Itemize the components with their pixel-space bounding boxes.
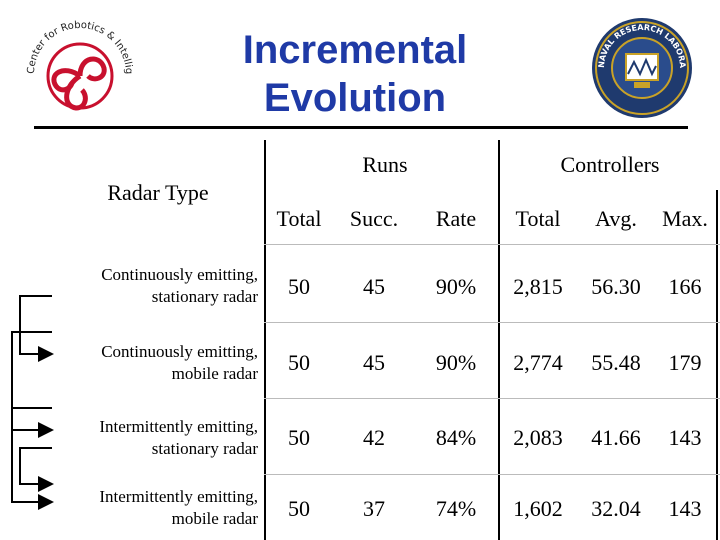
- runs-rate-header: Rate: [435, 206, 477, 231]
- grid-line-runs-controllers: [498, 140, 500, 540]
- controllers-max-header: Max.: [662, 206, 708, 231]
- row-1-runs-total: 50: [288, 274, 310, 299]
- incremental-arrows: [11, 295, 54, 510]
- grid-line-right: [716, 190, 718, 540]
- row-4-runs-rate: 74%: [435, 496, 477, 521]
- row-2-runs-succ: 45: [363, 350, 385, 375]
- arrow-row-2-to-4: [11, 407, 54, 510]
- row-2-controllers-max: 179: [668, 350, 702, 375]
- grid-line-row-2: [264, 398, 720, 399]
- row-2-runs-rate: 90%: [435, 350, 477, 375]
- grid-line-header-bottom: [264, 244, 720, 245]
- arrow-row-1-to-3: [11, 331, 54, 438]
- row-2-label-line-1: Continuously emitting,: [101, 342, 258, 361]
- row-2-runs-total: 50: [288, 350, 310, 375]
- row-3-runs-succ: 42: [363, 425, 385, 450]
- row-1-label: Continuously emitting, stationary radar: [60, 264, 258, 308]
- radar-type-header: Radar Type: [107, 180, 209, 205]
- slide-title: Incremental Evolution: [190, 26, 520, 122]
- row-1-runs-succ: 45: [363, 274, 385, 299]
- row-4-controllers-avg: 32.04: [591, 496, 641, 521]
- row-4-controllers-max: 143: [668, 496, 702, 521]
- row-4-runs-succ: 37: [363, 496, 385, 521]
- row-3-runs-total: 50: [288, 425, 310, 450]
- runs-total-header: Total: [276, 206, 322, 231]
- row-2-controllers-total: 2,774: [513, 350, 563, 375]
- row-4-controllers-total: 1,602: [513, 496, 563, 521]
- arrow-row-1-to-2: [19, 295, 54, 362]
- grid-line-label-column: [264, 140, 266, 540]
- row-1-runs-rate: 90%: [435, 274, 477, 299]
- runs-succ-header: Succ.: [349, 206, 399, 231]
- controllers-group-header: Controllers: [560, 152, 660, 177]
- ncsu-center-robotics-logo-icon: Center for Robotics & Intelligent Machin…: [16, 8, 134, 111]
- row-3-controllers-total: 2,083: [513, 425, 563, 450]
- row-3-controllers-avg: 41.66: [591, 425, 641, 450]
- row-2-label-line-2: mobile radar: [171, 364, 258, 383]
- row-1-label-line-1: Continuously emitting,: [101, 265, 258, 284]
- title-line-2: Evolution: [263, 76, 447, 120]
- grid-line-row-3: [264, 474, 720, 475]
- controllers-total-header: Total: [515, 206, 561, 231]
- row-4-label-line-2: mobile radar: [171, 509, 258, 528]
- arrow-row-3-to-4: [19, 447, 54, 492]
- row-3-label-line-1: Intermittently emitting,: [99, 417, 258, 436]
- row-1-controllers-total: 2,815: [513, 274, 563, 299]
- row-3-controllers-max: 143: [668, 425, 702, 450]
- naval-research-laboratory-seal-icon: NAVAL RESEARCH LABORATORY · WASHINGTON D…: [586, 9, 692, 118]
- ncsu-robotics-logo: Center for Robotics & Intelligent Machin…: [16, 8, 140, 131]
- row-1-controllers-max: 166: [668, 274, 702, 299]
- controllers-avg-header: Avg.: [595, 206, 637, 231]
- row-3-label: Intermittently emitting, stationary rada…: [60, 416, 258, 460]
- row-1-label-line-2: stationary radar: [151, 287, 258, 306]
- row-2-controllers-avg: 55.48: [591, 350, 641, 375]
- row-3-label-line-2: stationary radar: [151, 439, 258, 458]
- row-2-label: Continuously emitting, mobile radar: [60, 341, 258, 385]
- row-1-controllers-avg: 56.30: [591, 274, 641, 299]
- title-line-1: Incremental: [242, 28, 468, 72]
- row-4-label: Intermittently emitting, mobile radar: [60, 486, 258, 530]
- nrl-logo: NAVAL RESEARCH LABORATORY · WASHINGTON D…: [586, 9, 694, 120]
- row-4-label-line-1: Intermittently emitting,: [99, 487, 258, 506]
- row-4-runs-total: 50: [288, 496, 310, 521]
- title-underline: [34, 126, 688, 129]
- runs-group-header: Runs: [362, 152, 408, 177]
- grid-line-row-1: [264, 322, 720, 323]
- row-3-runs-rate: 84%: [435, 425, 477, 450]
